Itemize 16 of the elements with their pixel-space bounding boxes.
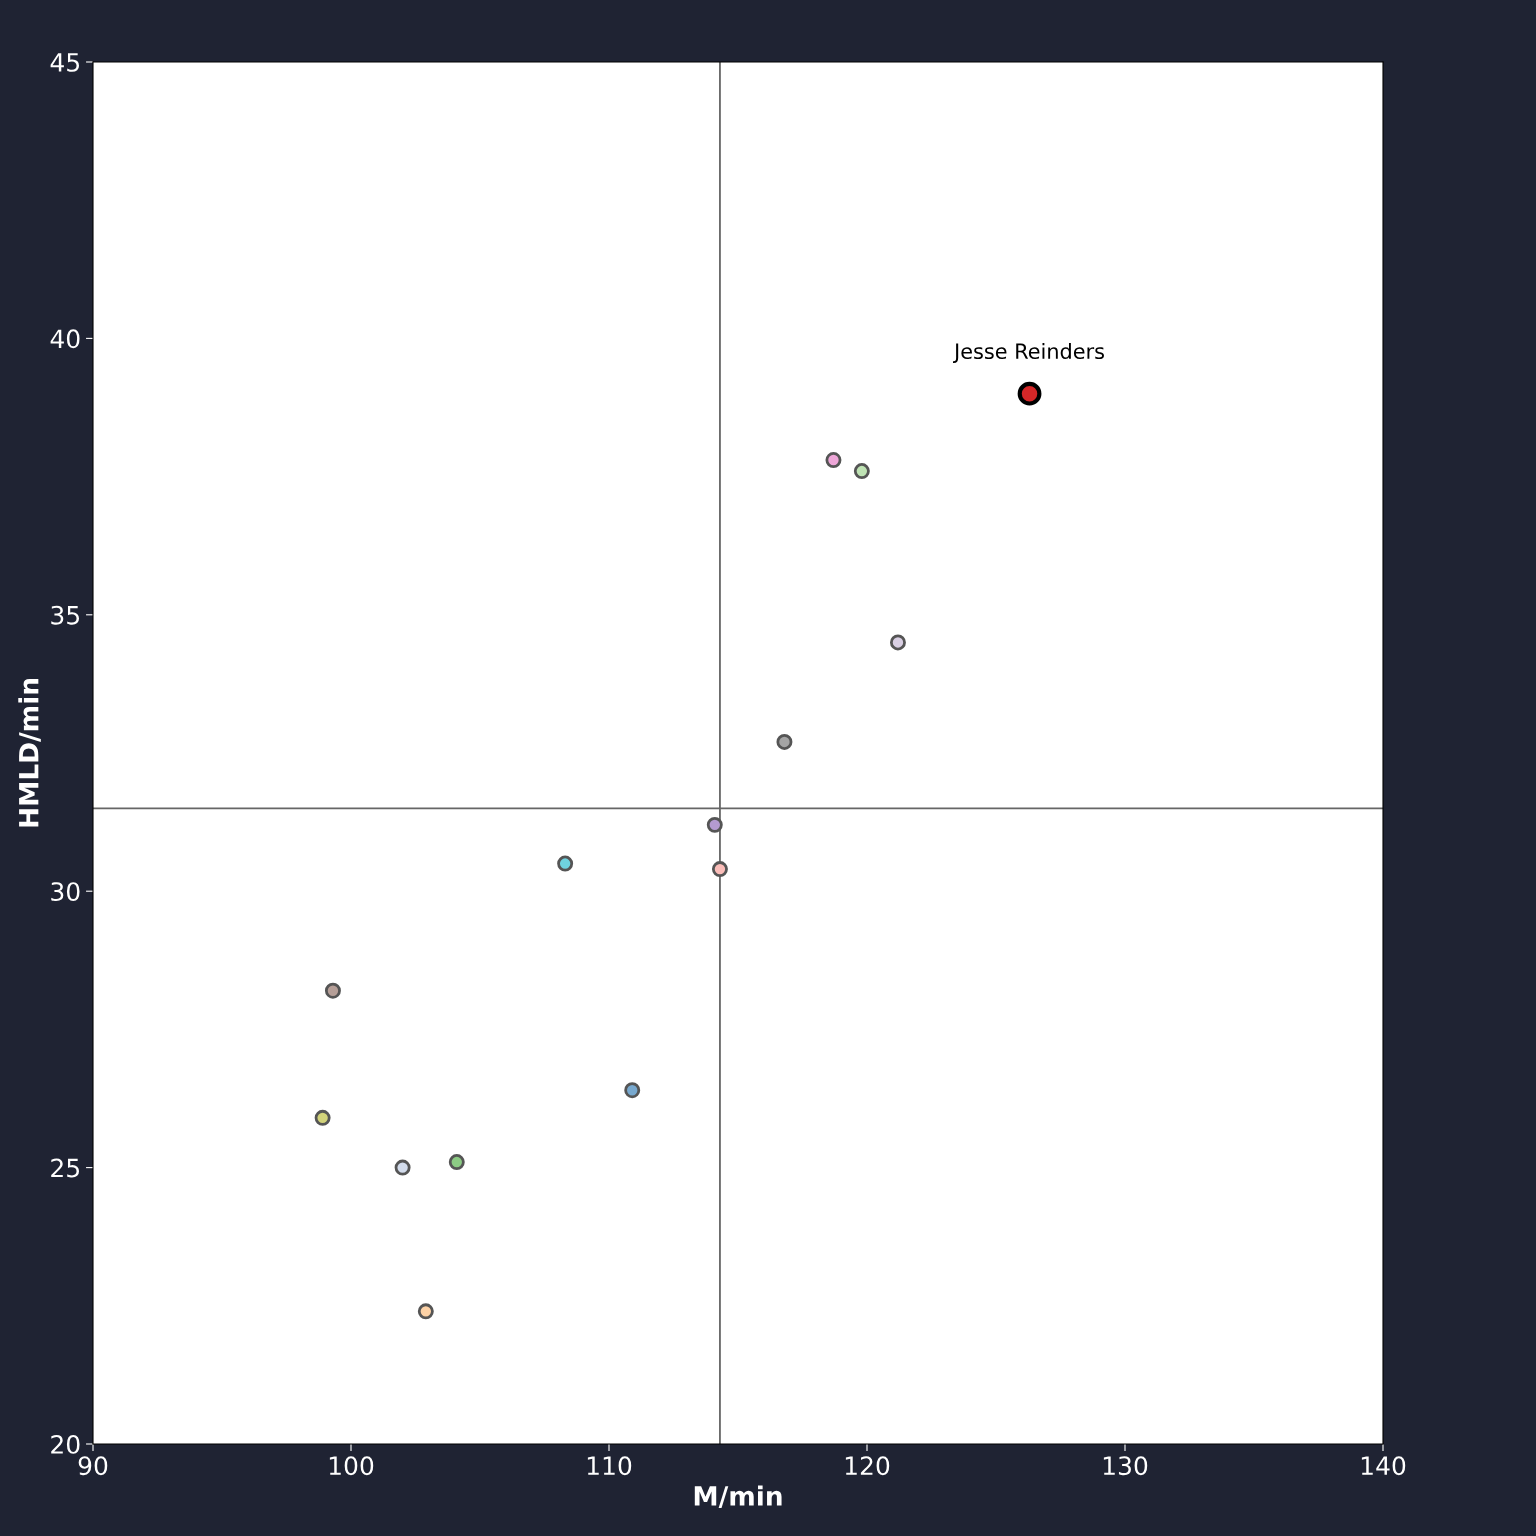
y-tick-label: 35 [51, 605, 80, 625]
y-tick-label: 40 [50, 329, 80, 349]
annotation: Jesse Reinders [953, 342, 1104, 363]
x-tick-label: 140 [1361, 1456, 1406, 1476]
x-axis-title: M/min [694, 1485, 782, 1509]
x-tick-label: 130 [1103, 1456, 1148, 1476]
x-tick-label: 120 [845, 1456, 890, 1476]
point [1017, 381, 1042, 406]
x-tick-label: 110 [587, 1456, 632, 1476]
x-tick-label: 90 [78, 1456, 108, 1476]
y-tick-label: 20 [51, 1434, 80, 1454]
y-axis-title: HMLD/min [18, 679, 41, 827]
x-tick-label: 100 [329, 1456, 374, 1476]
y-tick-label: 25 [51, 1158, 80, 1178]
y-tick-label: 30 [51, 882, 80, 902]
y-tick-label: 45 [50, 53, 80, 72]
